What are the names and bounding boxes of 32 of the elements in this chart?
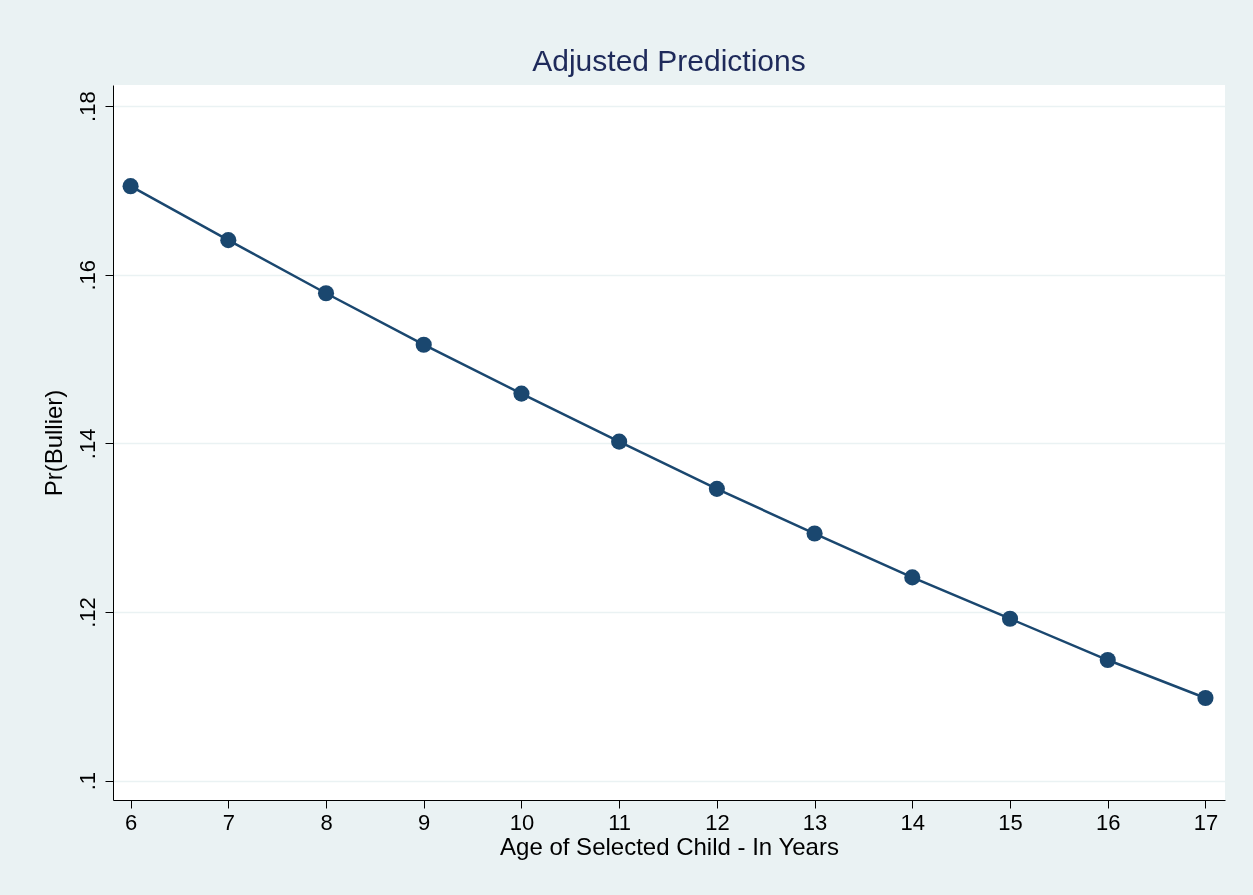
x-tick-label: 10 [509, 809, 535, 835]
y-tick-label: .16 [74, 259, 100, 291]
y-axis-title: Pr(Bullier) [39, 389, 67, 497]
point [415, 336, 432, 353]
chart-title: Adjusted Predictions [532, 44, 806, 77]
x-axis-title: Age of Selected Child - In Years [500, 832, 839, 860]
x-tick-label: 15 [998, 809, 1023, 835]
x-tick-label: 9 [418, 809, 431, 835]
y-tick-label: .12 [74, 597, 100, 628]
y-tick-label: .14 [74, 428, 100, 460]
point [513, 385, 530, 402]
point [611, 433, 628, 450]
point [904, 569, 921, 586]
x-tick-label: 11 [608, 809, 632, 835]
x-tick-label: 7 [222, 809, 235, 835]
x-tick-label: 6 [124, 809, 138, 835]
point [220, 232, 237, 249]
point [806, 525, 823, 542]
point [1001, 610, 1019, 627]
point [708, 480, 725, 497]
point [122, 178, 139, 195]
x-tick-label: 14 [900, 809, 926, 835]
x-tick-label: 12 [705, 809, 730, 835]
x-tick-label: 16 [1096, 809, 1121, 835]
y-tick-label: .1 [74, 771, 100, 791]
point [317, 285, 335, 302]
y-tick-label: .18 [74, 91, 100, 122]
x-tick-label: 13 [802, 809, 828, 835]
x-tick-label: 17 [1193, 809, 1219, 835]
x-tick-label: 8 [320, 809, 333, 835]
point [1099, 651, 1116, 669]
point [1197, 689, 1214, 707]
